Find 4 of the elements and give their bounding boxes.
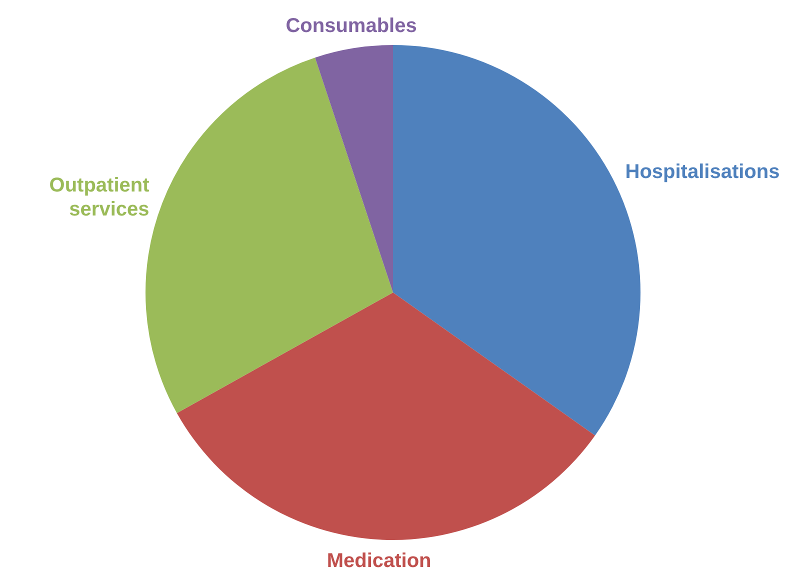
slice-label: Hospitalisations xyxy=(625,160,780,183)
slice-label: Consumables xyxy=(286,14,417,37)
slice-label: Outpatient services xyxy=(49,174,150,220)
slice-label: Medication xyxy=(326,550,432,572)
